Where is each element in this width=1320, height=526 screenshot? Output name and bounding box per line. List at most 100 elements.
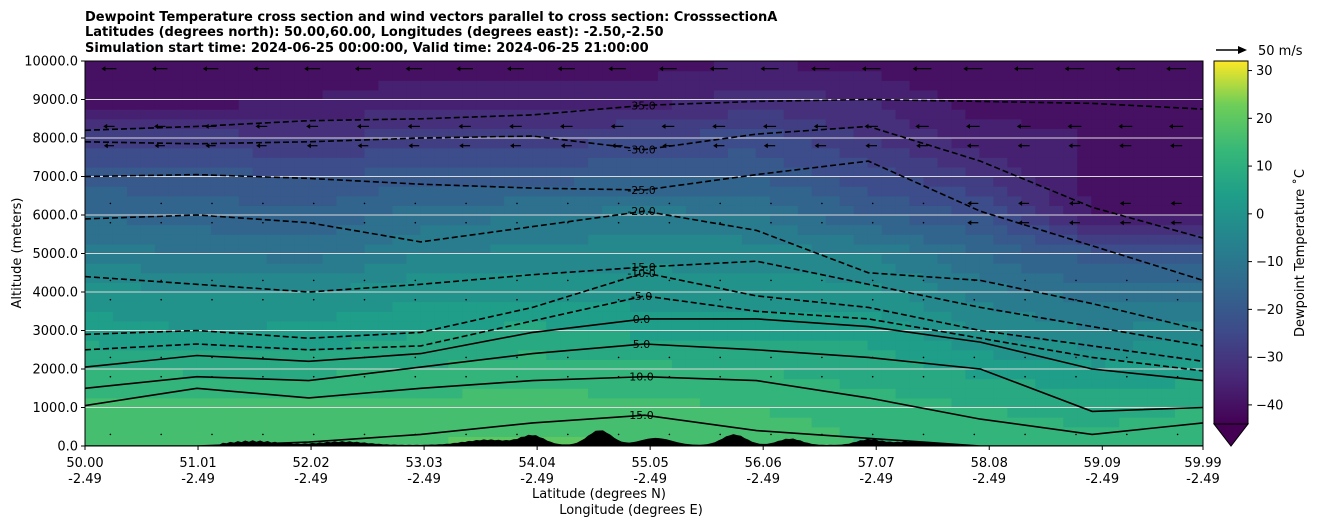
field-cell: [699, 186, 715, 197]
field-cell: [741, 417, 757, 428]
field-cell: [713, 311, 729, 322]
field-cell: [378, 80, 394, 91]
field-cell: [727, 272, 743, 283]
field-cell: [462, 224, 477, 235]
field-cell: [126, 282, 142, 293]
field-cell: [602, 176, 617, 187]
wind-vector-dot: [871, 356, 874, 359]
field-cell: [518, 340, 533, 351]
field-cell: [755, 397, 771, 409]
field-cell: [532, 234, 547, 245]
field-cell: [644, 311, 659, 322]
field-cell: [238, 369, 254, 380]
field-cell: [336, 166, 352, 178]
field-cell: [140, 147, 156, 158]
field-cell: [616, 311, 631, 322]
field-cell: [1189, 407, 1203, 418]
field-cell: [476, 388, 491, 399]
field-cell: [937, 224, 953, 235]
wind-vector-head: [610, 123, 615, 129]
field-cell: [671, 282, 687, 293]
field-cell: [769, 301, 785, 312]
field-cell: [797, 80, 813, 91]
field-cell: [378, 70, 394, 81]
field-cell: [937, 426, 953, 437]
wind-vector-head: [405, 66, 410, 72]
field-cell: [518, 378, 533, 389]
field-cell: [1021, 340, 1036, 351]
field-cell: [881, 195, 897, 206]
field-cell: [532, 349, 547, 360]
field-cell: [811, 70, 827, 81]
field-cell: [294, 205, 310, 216]
field-cell: [769, 417, 785, 428]
field-cell: [504, 388, 519, 399]
field-cell: [755, 330, 771, 341]
field-cell: [741, 369, 757, 380]
wind-vector-head: [966, 143, 971, 149]
field-cell: [252, 426, 268, 437]
field-cell: [504, 195, 519, 206]
field-cell: [1147, 205, 1162, 216]
wind-vector-dot: [1024, 375, 1026, 378]
wind-vector-dot: [211, 279, 213, 282]
field-cell: [923, 138, 939, 149]
contour-line: [85, 210, 1203, 332]
field-cell: [98, 147, 114, 158]
field-cell: [364, 109, 380, 120]
field-cell: [420, 378, 435, 389]
field-cell: [336, 186, 352, 197]
field-cell: [867, 349, 883, 360]
field-cell: [616, 157, 631, 168]
field-cell: [1049, 359, 1064, 370]
field-cell: [140, 61, 156, 72]
field-cell: [546, 89, 561, 101]
field-cell: [881, 215, 897, 226]
field-cell: [504, 263, 519, 274]
field-cell: [476, 195, 491, 206]
field-cell: [602, 263, 617, 274]
field-cell: [406, 89, 421, 101]
field-cell: [98, 224, 114, 235]
field-cell: [699, 397, 715, 409]
field-cell: [112, 311, 128, 322]
field-cell: [196, 147, 212, 158]
field-cell: [1063, 224, 1078, 235]
field-cell: [1161, 340, 1176, 351]
field-cell: [811, 186, 827, 197]
field-cell: [280, 224, 296, 235]
field-cell: [1035, 417, 1050, 428]
field-cell: [85, 166, 100, 178]
field-cell: [755, 89, 771, 101]
field-cell: [154, 349, 170, 360]
field-cell: [825, 320, 841, 332]
field-cell: [895, 292, 911, 303]
field-cell: [839, 397, 855, 409]
field-cell: [210, 292, 226, 303]
field-cell: [769, 195, 785, 206]
field-cell: [574, 349, 589, 360]
field-cell: [224, 426, 240, 437]
field-cell: [783, 176, 799, 187]
field-cell: [266, 99, 282, 110]
field-cell: [965, 263, 980, 274]
field-cell: [881, 311, 897, 322]
field-cell: [98, 340, 114, 351]
field-cell: [112, 330, 128, 341]
field-cell: [140, 195, 156, 206]
field-cell: [308, 89, 324, 101]
field-cell: [308, 224, 324, 235]
field-cell: [448, 195, 463, 206]
terrain-area: [85, 430, 1203, 446]
wind-vector-dot: [770, 202, 772, 205]
field-cell: [266, 195, 282, 206]
field-cell: [252, 128, 268, 139]
field-cell: [909, 224, 925, 235]
field-cell: [839, 359, 855, 370]
field-cell: [979, 70, 994, 81]
field-cell: [560, 205, 575, 216]
field-cell: [741, 407, 757, 418]
field-cell: [308, 118, 324, 129]
wind-vector-dot: [414, 356, 417, 359]
field-cell: [308, 195, 324, 206]
